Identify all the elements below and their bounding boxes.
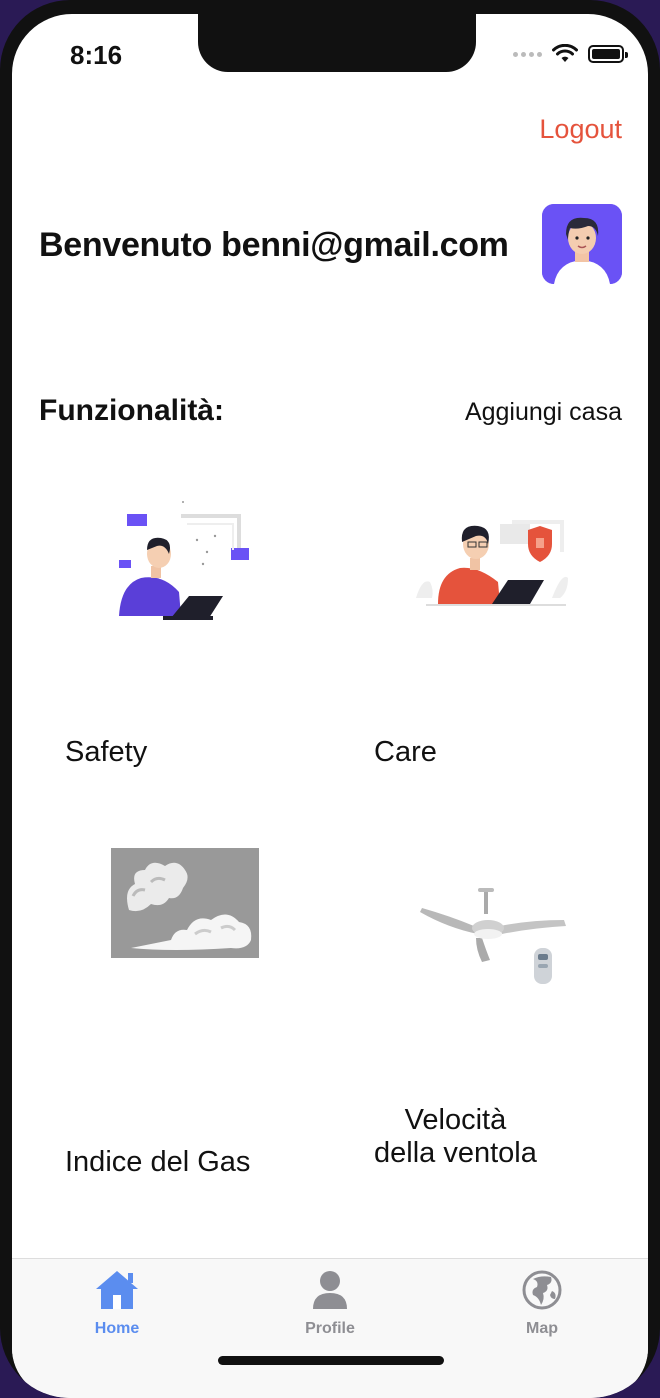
status-indicators — [513, 44, 628, 64]
gas-smoke-icon — [111, 848, 259, 958]
tab-profile[interactable]: Profile — [270, 1269, 390, 1338]
avatar[interactable] — [542, 204, 622, 284]
add-home-button[interactable]: Aggiungi casa — [464, 398, 622, 426]
feature-label-fan-speed: Velocità della ventola — [374, 1104, 537, 1170]
tab-home[interactable]: Home — [57, 1269, 177, 1338]
avatar-illustration — [542, 204, 622, 284]
cellular-signal-icon — [513, 51, 542, 57]
tab-profile-label: Profile — [305, 1320, 355, 1337]
features-title: Funzionalità: — [39, 394, 224, 427]
feature-label-safety: Safety — [65, 736, 148, 768]
wifi-icon — [552, 44, 578, 62]
tab-home-label: Home — [94, 1320, 140, 1337]
feature-card-gas-index[interactable] — [111, 848, 259, 958]
feature-label-fan-speed-line1: Velocità — [404, 1104, 507, 1136]
developer-illustration-icon — [119, 501, 249, 620]
globe-icon — [522, 1270, 562, 1310]
tab-map-label: Map — [526, 1320, 558, 1337]
feature-label-gas-index: Indice del Gas — [65, 1146, 251, 1178]
home-indicator — [218, 1356, 444, 1365]
person-icon — [313, 1271, 347, 1309]
tab-map[interactable]: Map — [482, 1269, 602, 1338]
logout-button[interactable]: Logout — [539, 114, 622, 144]
feature-card-safety[interactable] — [107, 492, 267, 622]
feature-label-care: Care — [374, 736, 437, 768]
device-notch — [198, 14, 476, 72]
app-screen: 8:16 Logout Benvenuto benni@gmail.com — [12, 14, 648, 1398]
security-illustration-icon — [416, 520, 568, 606]
ceiling-fan-icon — [420, 888, 566, 984]
status-time: 8:16 — [70, 40, 123, 70]
feature-card-care[interactable] — [416, 508, 576, 608]
feature-label-fan-speed-line2: della ventola — [374, 1137, 537, 1169]
battery-icon — [588, 45, 628, 63]
feature-card-fan-speed[interactable] — [420, 886, 570, 986]
home-icon — [96, 1271, 138, 1309]
welcome-title: Benvenuto benni@gmail.com — [39, 226, 509, 264]
tab-bar: Home Profile Map — [12, 1258, 648, 1398]
